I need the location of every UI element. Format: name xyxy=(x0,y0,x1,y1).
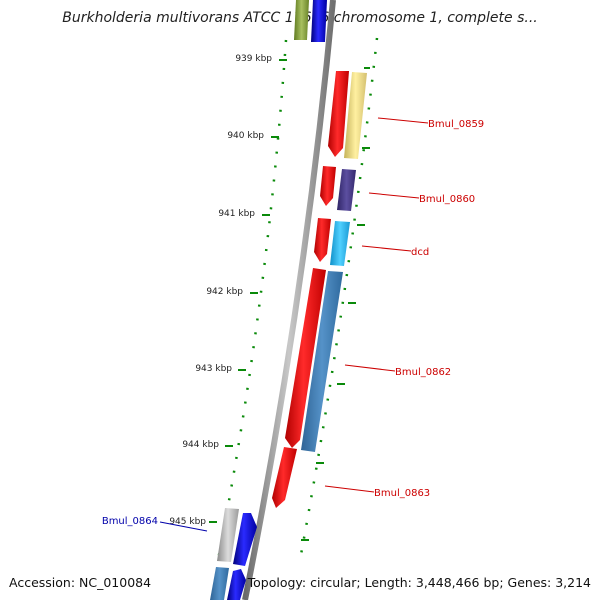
tick-label: 942 kbp xyxy=(206,287,243,297)
gene-feature-red[interactable] xyxy=(314,218,331,262)
inner-guide-ring xyxy=(216,39,288,561)
gene-feature-red[interactable] xyxy=(320,166,336,206)
gene-label-bmul-0860[interactable]: Bmul_0860 xyxy=(419,194,475,205)
gene-feature-dcd[interactable] xyxy=(330,221,350,266)
tick-label: 941 kbp xyxy=(218,209,255,219)
tick-labels: 939 kbp 940 kbp 941 kbp 942 kbp 943 kbp … xyxy=(169,54,272,527)
label-leaders xyxy=(159,117,429,532)
topology-label: Topology: circular; Length: 3,448,466 bp… xyxy=(247,575,591,590)
accession-label: Accession: NC_010084 xyxy=(9,575,152,590)
gene-label-bmul-0862[interactable]: Bmul_0862 xyxy=(395,367,451,378)
gene-feature-red[interactable] xyxy=(328,71,349,157)
gene-label-bmul-0859[interactable]: Bmul_0859 xyxy=(428,119,484,130)
gene-feature-bmul-0862[interactable] xyxy=(301,271,343,452)
gene-feature-bmul-0859[interactable] xyxy=(344,72,367,159)
gene-feature-blue[interactable] xyxy=(233,513,257,566)
gene-feature-red[interactable] xyxy=(285,268,326,448)
gene-label-dcd[interactable]: dcd xyxy=(411,247,429,258)
inner-tick-marks xyxy=(209,59,287,523)
gene-label-bmul-0864[interactable]: Bmul_0864 xyxy=(102,516,158,527)
tick-label: 944 kbp xyxy=(182,440,219,450)
gene-feature-bmul-0863[interactable] xyxy=(272,447,297,508)
tick-label: 940 kbp xyxy=(227,131,264,141)
gene-feature-bmul-0864[interactable] xyxy=(217,508,239,562)
gene-feature-olive[interactable] xyxy=(294,0,309,40)
gene-feature-steel-bottom[interactable] xyxy=(210,567,229,600)
gene-feature-blue-top[interactable] xyxy=(311,0,327,42)
tick-label: 943 kbp xyxy=(195,364,232,374)
gene-label-bmul-0863[interactable]: Bmul_0863 xyxy=(374,488,430,499)
chromosome-backbone xyxy=(242,0,336,600)
gene-feature-blue-bottom[interactable] xyxy=(227,569,246,600)
gene-feature-bmul-0860[interactable] xyxy=(337,169,356,211)
tick-label: 945 kbp xyxy=(169,517,206,527)
tick-label: 939 kbp xyxy=(235,54,272,64)
outer-tick-marks xyxy=(301,67,370,541)
